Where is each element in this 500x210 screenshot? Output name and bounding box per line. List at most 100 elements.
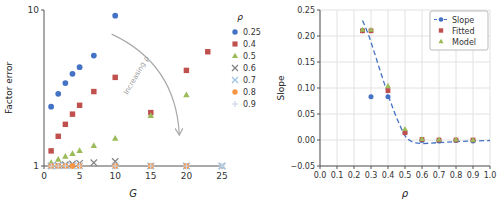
x-tick [388,166,389,169]
point [385,94,390,99]
legend-label: Slope [452,16,474,25]
x-axis-label: G [129,188,137,199]
x-tick-label: 0.1 [331,171,344,180]
legend: SlopeFittedModel [430,11,488,50]
point [184,68,189,73]
point [69,150,75,156]
legend-label: 0.9 [243,100,256,109]
point [219,163,225,169]
y-tick [41,166,44,167]
y-tick-label: 1 [33,161,39,171]
x-tick [490,166,491,169]
point [148,163,154,169]
y-tick-label: 0.10 [297,84,315,93]
x-tick [405,166,406,169]
point [62,153,68,159]
legend-label: 0.4 [243,40,256,49]
y-tick-label: −0.05 [290,162,315,171]
point [62,163,68,169]
point [183,92,189,98]
grid-line [320,114,490,115]
point [55,156,61,162]
point [62,163,68,169]
x-tick-label: 0.6 [416,171,429,180]
point [70,163,76,169]
series [360,28,475,142]
grid-line [320,62,490,63]
series [48,158,225,169]
point [112,13,118,19]
legend-marker [439,28,443,32]
y-tick [317,114,320,115]
legend-label: 0.5 [243,52,256,61]
point [77,103,82,108]
point [402,126,408,131]
x-tick-label: 0.3 [365,171,378,180]
panel: 0510152025110GFactor errorIncreasing ρρ0… [4,5,261,199]
line [363,20,491,143]
point [76,163,82,169]
y-axis-label: Slope [276,75,286,100]
grid-line [320,10,490,11]
point [219,163,225,169]
x-axis-label: ρ [402,188,409,199]
point [453,136,459,141]
point [385,83,391,88]
point [183,163,189,169]
legend-marker [232,101,238,107]
point [112,163,118,169]
y-tick-label: 0.00 [297,136,315,145]
point [48,104,54,110]
y-tick [317,62,320,63]
x-tick-label: 15 [145,171,156,181]
point [470,137,476,142]
x-tick-label: 0 [41,171,47,181]
y-tick-label: 0.25 [297,6,315,15]
x-tick [337,166,338,169]
legend-label: Model [452,38,476,47]
point [368,94,373,99]
legend-marker [439,17,444,22]
legend-box [430,11,488,50]
point [76,147,82,153]
point [48,163,54,169]
legend-marker [232,41,237,46]
x-tick-label: 1.0 [484,171,497,180]
series [48,49,210,154]
x-tick [439,166,440,169]
legend-label: 0.25 [243,28,261,37]
point [48,163,54,169]
series [48,13,118,110]
point [112,163,118,169]
chart-figure: 0510152025110GFactor errorIncreasing ρρ0… [0,0,500,210]
point [112,135,118,141]
panel: 0.00.10.20.30.40.50.60.70.80.91.0−0.050.… [276,6,496,199]
point [55,163,61,169]
legend-label: 0.8 [243,88,256,97]
legend: ρ0.250.40.50.60.70.80.9 [232,12,261,109]
series [48,163,189,169]
point [386,88,391,93]
point [183,163,189,169]
x-tick-label: 5 [77,171,83,181]
x-tick-label: 0.4 [382,171,395,180]
point [70,111,75,116]
point [48,148,53,153]
legend-marker [438,39,443,44]
point [55,91,61,97]
x-tick [422,166,423,169]
x-tick [371,166,372,169]
y-tick [317,140,320,141]
legend-marker [232,89,237,94]
x-tick-label: 0.8 [450,171,463,180]
point [471,138,476,143]
legend-title: ρ [237,12,243,22]
point [91,142,97,148]
point [91,53,97,59]
grid-line [320,140,490,141]
point [48,163,54,169]
point [360,27,366,32]
plot-area [48,13,225,169]
point [77,64,83,70]
y-tick [317,10,320,11]
